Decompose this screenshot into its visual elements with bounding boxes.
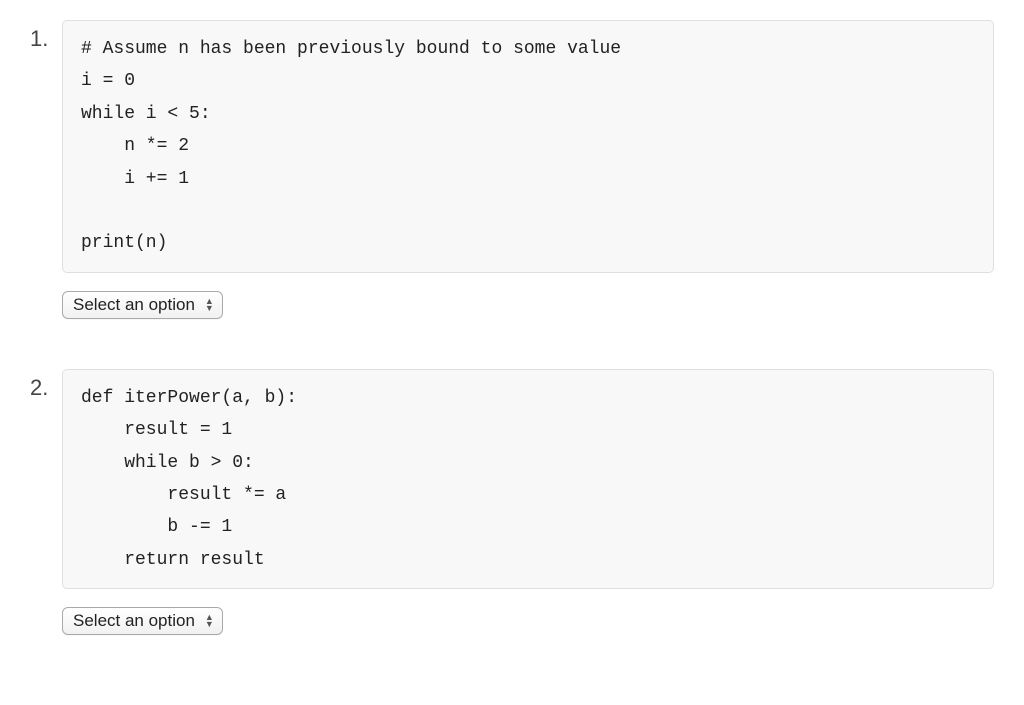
question-1: 1. # Assume n has been previously bound … [30, 20, 994, 319]
question-body: def iterPower(a, b): result = 1 while b … [62, 369, 994, 635]
select-label: Select an option [73, 611, 195, 631]
question-number: 2. [30, 375, 54, 401]
updown-icon: ▲ ▼ [205, 614, 214, 628]
code-block: # Assume n has been previously bound to … [62, 20, 994, 273]
select-dropdown[interactable]: Select an option ▲ ▼ [62, 607, 223, 635]
question-2: 2. def iterPower(a, b): result = 1 while… [30, 369, 994, 635]
updown-icon: ▲ ▼ [205, 298, 214, 312]
select-dropdown[interactable]: Select an option ▲ ▼ [62, 291, 223, 319]
question-body: # Assume n has been previously bound to … [62, 20, 994, 319]
select-label: Select an option [73, 295, 195, 315]
code-block: def iterPower(a, b): result = 1 while b … [62, 369, 994, 589]
question-number: 1. [30, 26, 54, 52]
